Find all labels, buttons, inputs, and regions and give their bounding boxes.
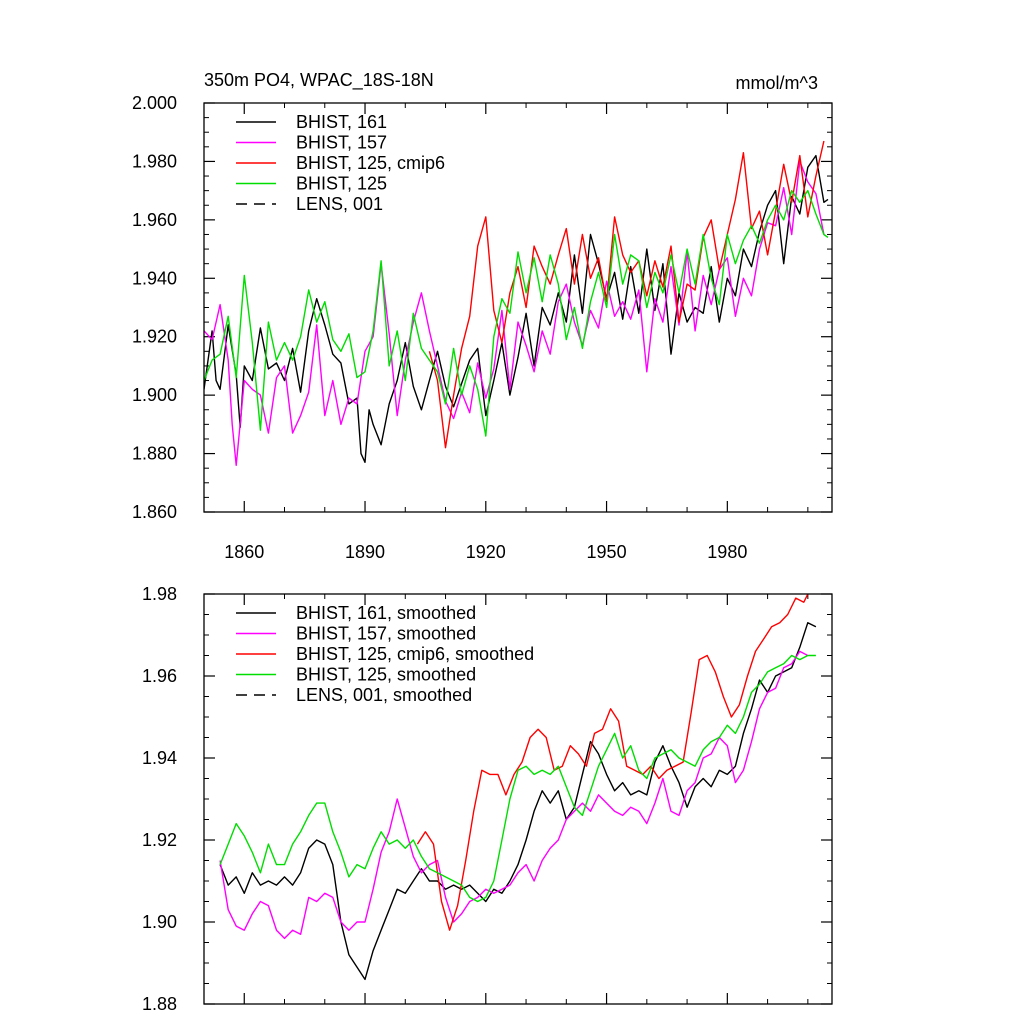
bottom-y-tick-label: 1.88 xyxy=(142,994,177,1014)
bottom-plot-frame xyxy=(203,593,833,1005)
bottom-legend-label: BHIST, 125, smoothed xyxy=(296,665,476,685)
bottom-legend-label: LENS, 001, smoothed xyxy=(296,685,472,705)
bottom-y-tick-label: 1.92 xyxy=(142,830,177,850)
top-y-tick-label: 1.880 xyxy=(132,444,177,464)
bottom-series-line-3 xyxy=(219,654,816,903)
top-y-tick-label: 1.860 xyxy=(132,502,177,522)
top-legend-label: LENS, 001 xyxy=(296,194,383,214)
top-x-tick-label: 1860 xyxy=(224,542,264,562)
top-legend-label: BHIST, 125, cmip6 xyxy=(296,153,445,173)
top-x-tick-label: 1890 xyxy=(345,542,385,562)
bottom-chart: 1.88 1.90 1.92 1.94 1.96 1.98 BHIST, 161, smoo… xyxy=(142,584,833,1014)
top-series-line-3 xyxy=(204,189,829,437)
bottom-legend-label: BHIST, 125, cmip6, smoothed xyxy=(296,644,534,664)
bottom-legend-label: BHIST, 157, smoothed xyxy=(296,624,476,644)
top-plot-frame xyxy=(203,102,833,513)
bottom-legend-label: BHIST, 161, smoothed xyxy=(296,603,476,623)
top-legend-label: BHIST, 161 xyxy=(296,112,387,132)
top-y-tick-label: 1.900 xyxy=(132,385,177,405)
bottom-y-tick-label: 1.90 xyxy=(142,912,177,932)
bottom-series-line-1 xyxy=(219,650,809,940)
bottom-series-line-2 xyxy=(416,594,809,931)
top-x-tick-label: 1950 xyxy=(587,542,627,562)
bottom-y-tick-label: 1.98 xyxy=(142,584,177,604)
bottom-series-line-0 xyxy=(219,622,817,981)
bottom-y-tick-label: 1.94 xyxy=(142,748,177,768)
top-x-tick-label: 1980 xyxy=(707,542,747,562)
top-y-tick-label: 1.980 xyxy=(132,151,177,171)
top-legend-label: BHIST, 125 xyxy=(296,174,387,194)
top-y-tick-label: 1.940 xyxy=(132,268,177,288)
top-y-tick-label: 1.960 xyxy=(132,210,177,230)
top-x-tick-label: 1920 xyxy=(466,542,506,562)
top-chart: 1.860 1.880 1.900 1.920 1.940 1.960 1.980 2.000… xyxy=(132,93,833,562)
top-y-tick-label: 2.000 xyxy=(132,93,177,113)
top-chart-units: mmol/m^3 xyxy=(736,73,818,93)
top-y-tick-label: 1.920 xyxy=(132,327,177,347)
bottom-y-tick-label: 1.96 xyxy=(142,666,177,686)
top-legend-label: BHIST, 157 xyxy=(296,133,387,153)
top-series-line-2 xyxy=(428,140,825,449)
top-chart-title: 350m PO4, WPAC_18S-18N xyxy=(204,70,434,91)
